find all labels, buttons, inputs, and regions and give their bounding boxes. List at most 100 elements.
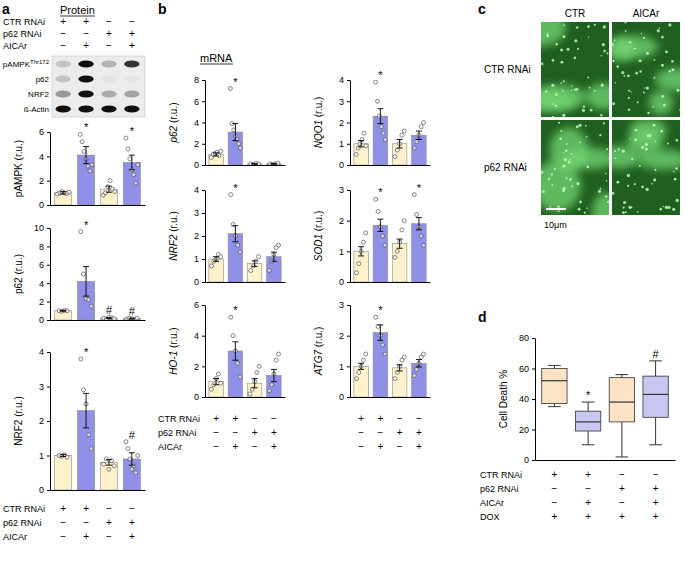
- puncta: [574, 88, 576, 90]
- error-bar-stem: [361, 247, 362, 256]
- cell-body: [649, 91, 673, 115]
- data-point: [393, 155, 397, 159]
- y-tick-mark: [47, 352, 50, 353]
- y-tick-label: 6: [39, 127, 44, 137]
- puncta: [663, 206, 665, 208]
- puncta: [560, 61, 563, 64]
- y-tick-label: 3: [339, 97, 344, 107]
- data-point: [228, 87, 232, 91]
- significance-mark: *: [378, 186, 383, 198]
- blot-band: [78, 61, 93, 68]
- data-point: [229, 315, 233, 319]
- puncta: [646, 52, 649, 55]
- puncta: [615, 82, 617, 84]
- y-tick-label: 20: [519, 425, 529, 435]
- data-point: [135, 316, 139, 320]
- puncta: [579, 201, 582, 204]
- puncta: [612, 102, 615, 105]
- y-tick: 2: [194, 231, 205, 241]
- error-bar-cap: [271, 261, 277, 262]
- y-tick-mark: [532, 460, 535, 461]
- y-tick-mark: [532, 399, 535, 400]
- error-bar-stem: [361, 141, 362, 147]
- y-axis: 0246810: [34, 223, 51, 325]
- table-sign: −: [653, 469, 659, 480]
- whisker-cap-high: [649, 360, 662, 361]
- table-sign: −: [377, 427, 383, 438]
- data-point: [128, 457, 132, 461]
- data-point: [267, 389, 271, 393]
- data-point: [128, 157, 132, 161]
- error-bar-stem: [399, 140, 400, 149]
- scale-bar-label: 10μm: [544, 220, 567, 230]
- blot-band: [55, 61, 70, 68]
- data-point: [236, 243, 240, 247]
- error-bar-cap: [129, 318, 135, 319]
- y-axis: 0246: [39, 127, 51, 210]
- x-axis-line: [206, 282, 286, 283]
- data-point: [81, 272, 85, 276]
- blot-band: [124, 61, 139, 68]
- data-point: [361, 240, 365, 244]
- puncta: [647, 134, 650, 137]
- y-tick: 0: [339, 277, 350, 287]
- bar: [412, 224, 426, 282]
- error-bar: [213, 379, 219, 385]
- error-bar-cap: [213, 256, 219, 257]
- y-tick: 2: [194, 362, 205, 372]
- error-bar-stem: [131, 155, 132, 170]
- table-sign: −: [60, 531, 66, 542]
- error-bar-cap: [416, 217, 422, 218]
- significance-mark: *: [84, 219, 89, 231]
- puncta: [671, 68, 674, 71]
- data-point: [381, 343, 385, 347]
- bar: [354, 144, 368, 165]
- table-sign: −: [551, 483, 557, 494]
- puncta: [566, 48, 569, 51]
- y-axis-title-unit: (r.u.): [168, 211, 179, 234]
- box: [643, 361, 668, 445]
- error-bar-cap: [106, 317, 112, 318]
- y-tick: 2: [39, 297, 50, 307]
- puncta: [550, 206, 552, 208]
- puncta: [600, 114, 602, 116]
- table-sign: +: [416, 427, 422, 438]
- error-bar-cap: [213, 152, 219, 153]
- data-point: [354, 271, 358, 275]
- table-sign: −: [619, 497, 625, 508]
- table-sign: +: [585, 497, 591, 508]
- table-sign: +: [271, 441, 277, 452]
- table-row-label: CTR RNAi: [480, 470, 522, 480]
- condition-table: ++−−−−++−+−+: [358, 413, 422, 452]
- plot-area: [542, 361, 669, 457]
- image-row-label: p62 RNAi: [484, 162, 527, 173]
- y-tick-mark: [347, 101, 350, 102]
- puncta: [571, 85, 573, 87]
- y-tick-mark: [347, 251, 350, 252]
- data-point: [354, 152, 358, 156]
- error-bar-cap: [358, 146, 364, 147]
- blot-band: [55, 91, 70, 98]
- data-point: [219, 149, 223, 153]
- whisker-high: [655, 361, 656, 376]
- data-point: [89, 447, 93, 451]
- table-sign: +: [377, 441, 383, 452]
- micrograph: [612, 120, 680, 215]
- puncta: [669, 70, 671, 72]
- error-bar: [232, 342, 238, 360]
- puncta: [616, 65, 619, 68]
- table-sign: −: [358, 427, 364, 438]
- y-tick-label: 2: [39, 297, 44, 307]
- table-sign: +: [551, 511, 557, 522]
- data-point: [88, 169, 92, 173]
- table-row-label: AICAr: [3, 532, 27, 542]
- y-tick-mark: [202, 236, 205, 237]
- y-tick-label: 4: [39, 279, 44, 289]
- error-bar-cap: [232, 360, 238, 361]
- whisker-cap-low: [548, 406, 561, 407]
- blot-row-label-main: p62: [36, 75, 50, 84]
- significance-mark: *: [233, 304, 238, 316]
- error-bar-cap: [60, 311, 66, 312]
- y-tick-label: 10: [34, 223, 44, 233]
- error-bar-cap: [106, 459, 112, 460]
